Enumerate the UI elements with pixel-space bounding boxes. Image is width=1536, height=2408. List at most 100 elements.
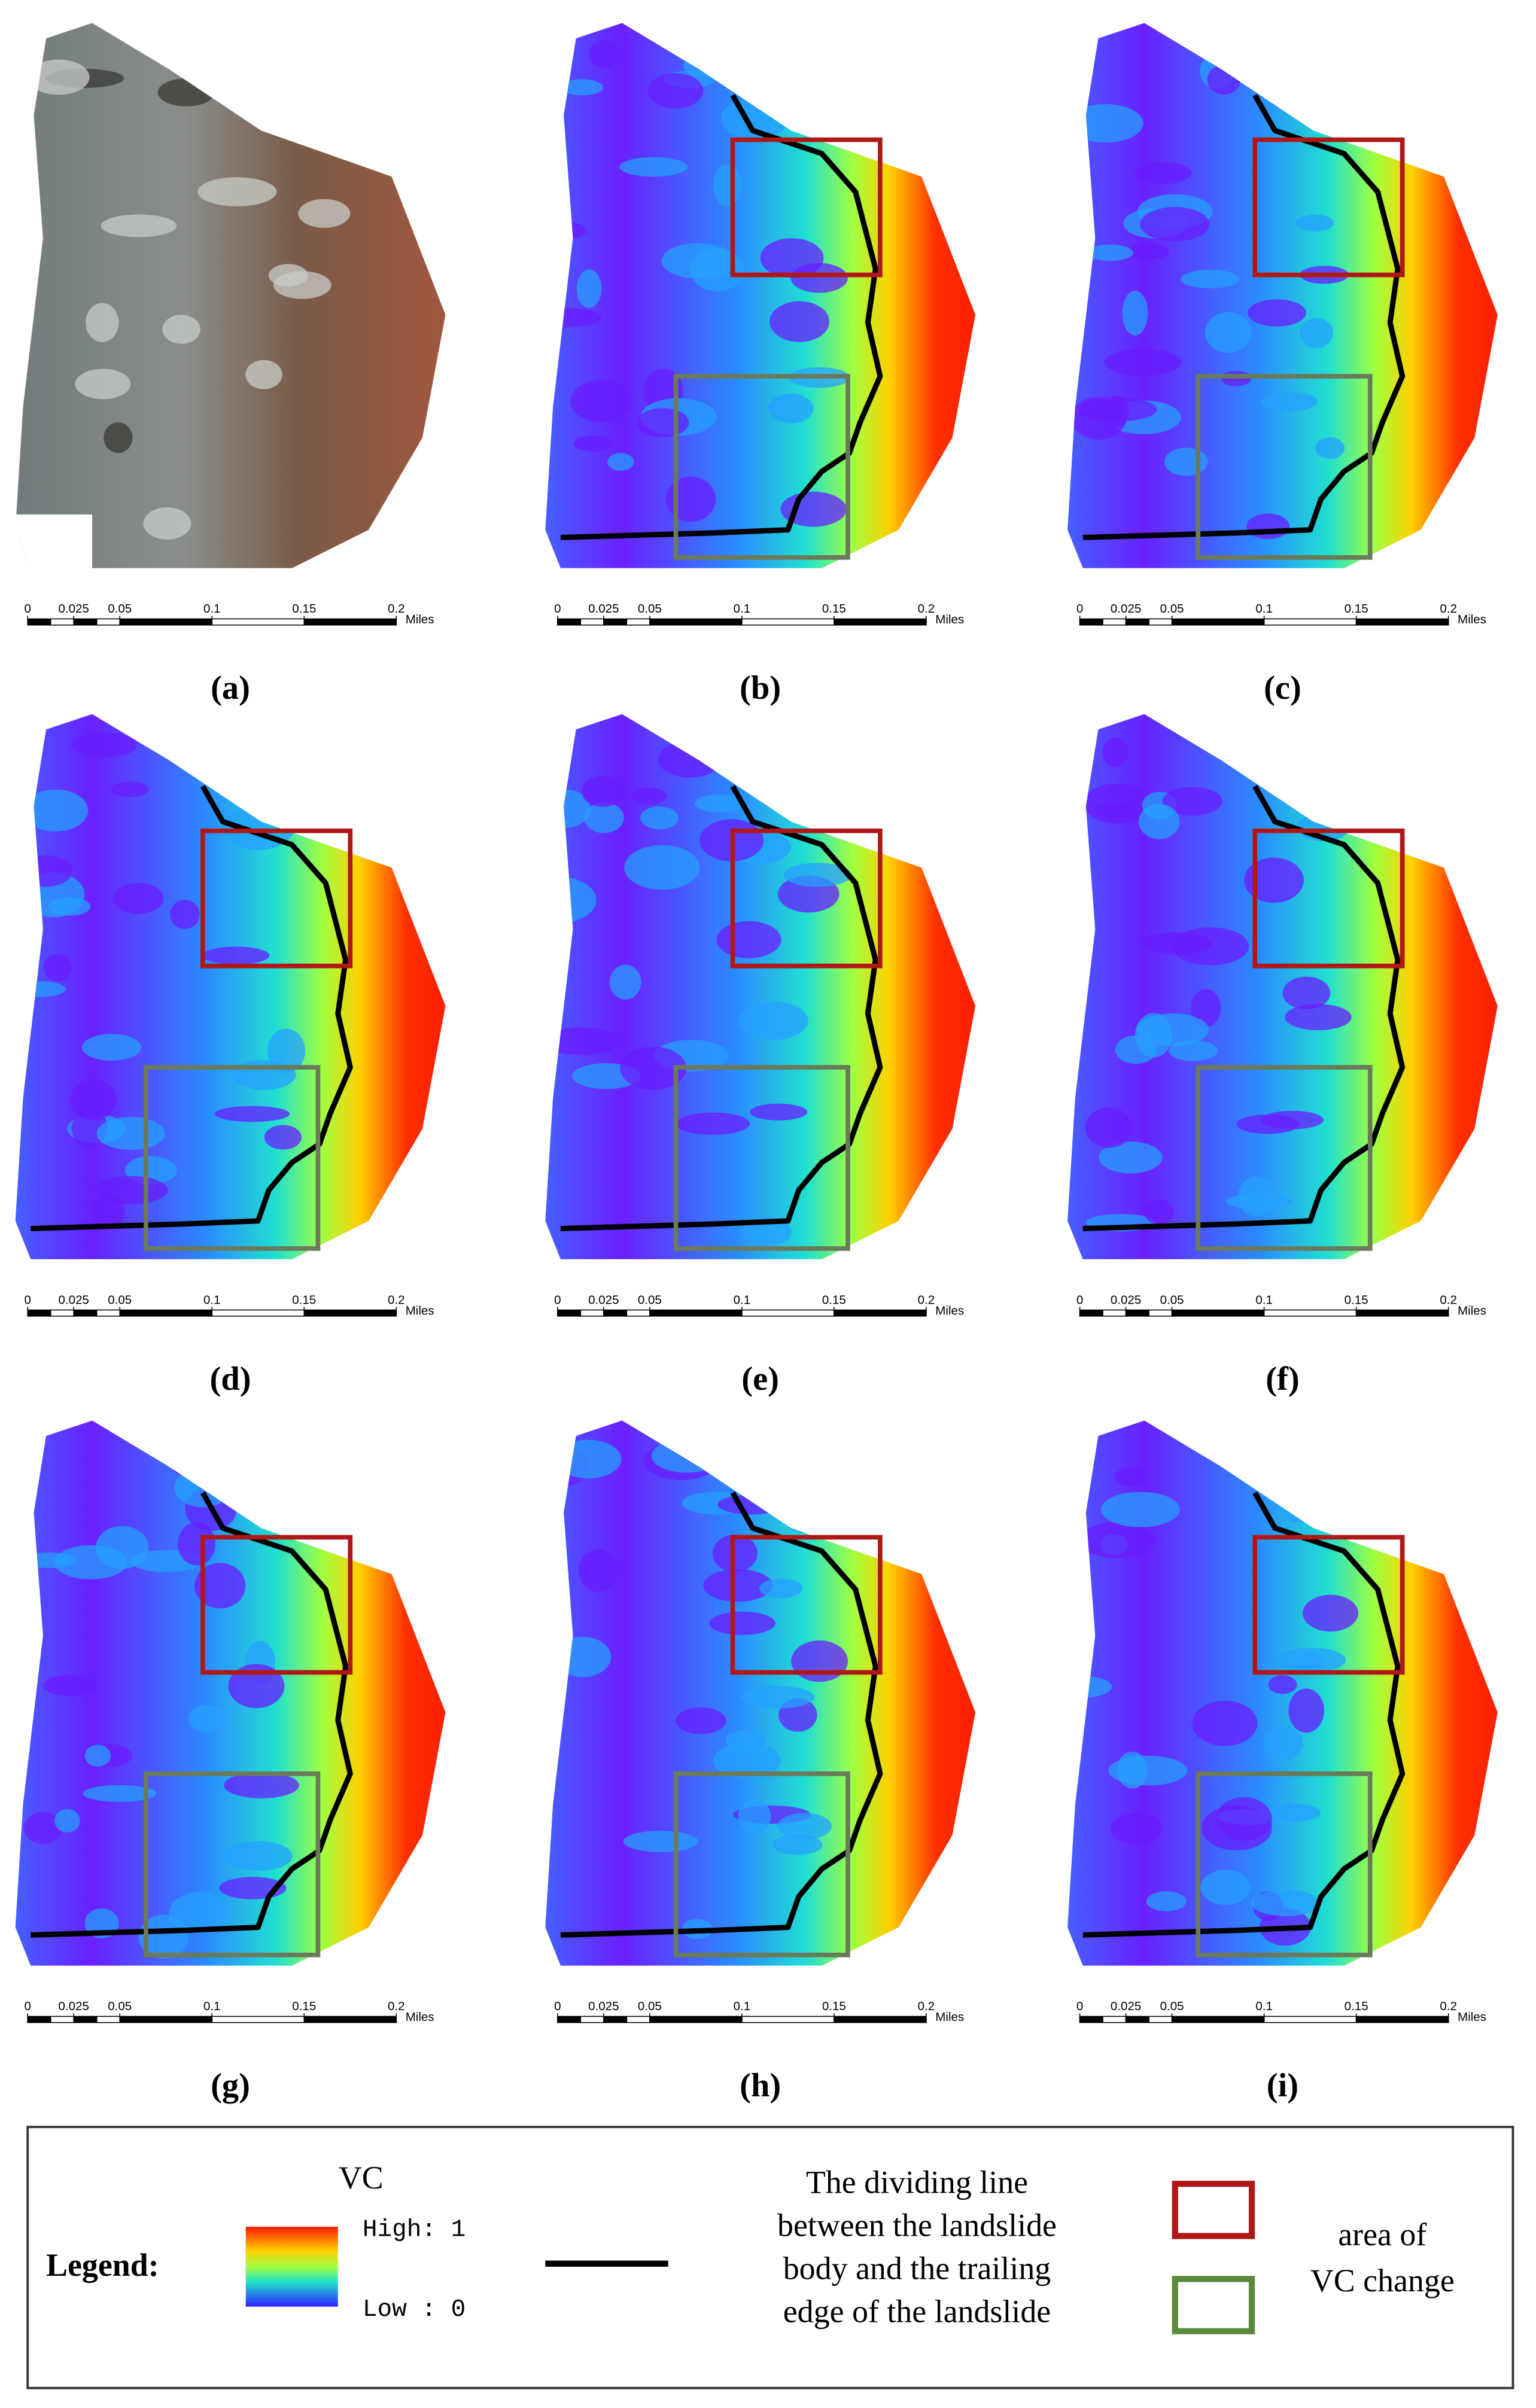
texture	[1110, 1813, 1163, 1844]
texture	[1114, 1467, 1146, 1487]
scale-label: 0.05	[638, 1293, 662, 1307]
texture	[101, 214, 177, 238]
scale-label: 0.1	[203, 1999, 221, 2013]
texture	[1164, 447, 1208, 476]
scale-label: 0.2	[918, 602, 935, 616]
scale-segment	[649, 1309, 743, 1317]
scale-segment	[73, 1309, 98, 1317]
texture	[619, 157, 688, 177]
scale-label: 0.2	[388, 1999, 405, 2013]
scale-label: 0.05	[638, 602, 662, 616]
scale-label: 0.025	[588, 1293, 619, 1307]
scale-label: 0.1	[734, 1999, 751, 2013]
texture	[54, 1545, 127, 1579]
texture	[1168, 1040, 1218, 1061]
texture	[1303, 1594, 1359, 1632]
scale-segment	[557, 1309, 582, 1317]
scale-label: 0.025	[1111, 602, 1141, 616]
texture	[262, 778, 292, 799]
scale-label: 0.15	[822, 1999, 846, 2013]
texture	[545, 308, 602, 328]
scale-segment	[580, 2016, 604, 2023]
red-box	[200, 1535, 353, 1675]
scale-label: 0	[25, 1293, 31, 1307]
scale-segment	[557, 618, 582, 626]
scale-label: 0.2	[388, 602, 405, 616]
scale-label: 0.1	[1255, 1999, 1273, 2013]
texture	[1200, 1870, 1251, 1905]
texture	[75, 369, 131, 400]
scale-segment	[96, 2016, 121, 2023]
scale-label: 0.1	[203, 602, 221, 616]
line-text-row: The dividing line	[806, 2165, 1028, 2200]
texture	[1122, 290, 1148, 336]
scale-segment	[211, 618, 305, 626]
panel-label: (i)	[1267, 2067, 1298, 2104]
texture	[1172, 927, 1249, 966]
texture	[545, 877, 597, 923]
scale-label: 0.025	[59, 1293, 89, 1307]
texture	[1104, 349, 1182, 376]
texture	[1226, 1193, 1293, 1210]
scale-segment	[1079, 1309, 1103, 1317]
texture	[651, 1439, 722, 1473]
green-box	[673, 1065, 850, 1251]
scale-segment	[1125, 618, 1149, 626]
texture	[783, 863, 852, 887]
texture	[104, 422, 133, 453]
texture	[1191, 989, 1221, 1027]
scale-segment	[1355, 2016, 1449, 2023]
texture	[740, 1686, 815, 1709]
scale-label: 0	[25, 1999, 31, 2013]
line-text: The dividing line between the landslide bo…	[777, 2165, 1057, 2330]
texture	[545, 1027, 620, 1055]
texture	[1100, 1491, 1180, 1527]
scale-segment	[73, 618, 98, 626]
dividing-line	[560, 93, 883, 540]
panel-label: (g)	[211, 2067, 250, 2104]
scale-label: 0	[25, 602, 31, 616]
line-text-row: edge of the landslide	[783, 2293, 1051, 2329]
texture	[239, 1500, 301, 1518]
texture	[178, 1522, 215, 1566]
texture	[1295, 214, 1334, 232]
red-box	[730, 828, 883, 969]
texture	[143, 507, 191, 540]
texture	[1282, 976, 1331, 1010]
scale-unit: Miles	[935, 613, 964, 626]
panel-label: (f)	[1266, 1360, 1299, 1398]
texture	[545, 221, 587, 240]
red-box	[1252, 137, 1405, 278]
texture	[712, 1535, 758, 1572]
texture	[676, 1707, 726, 1734]
texture	[256, 1443, 311, 1467]
red-box	[200, 828, 353, 969]
texture	[576, 269, 602, 308]
scale-label: 0.05	[108, 1293, 132, 1307]
texture	[188, 1704, 227, 1732]
texture	[214, 1106, 290, 1122]
scale-segment	[580, 618, 604, 626]
texture	[47, 897, 91, 916]
legend-green-box	[1172, 2276, 1255, 2334]
texture	[1067, 103, 1143, 143]
box-text-row: VC change	[1310, 2263, 1455, 2299]
texture	[1266, 1439, 1314, 1479]
texture	[632, 787, 667, 805]
scale-label: 0.1	[1255, 1293, 1273, 1307]
texture	[194, 1563, 246, 1609]
texture	[589, 40, 619, 68]
texture	[1094, 802, 1156, 818]
texture	[750, 1103, 808, 1121]
texture	[624, 845, 700, 890]
texture	[1268, 1675, 1297, 1694]
scale-segment	[580, 1309, 604, 1317]
dividing-line	[1082, 785, 1406, 1232]
texture	[661, 243, 736, 279]
scale-segment	[1125, 2016, 1149, 2023]
